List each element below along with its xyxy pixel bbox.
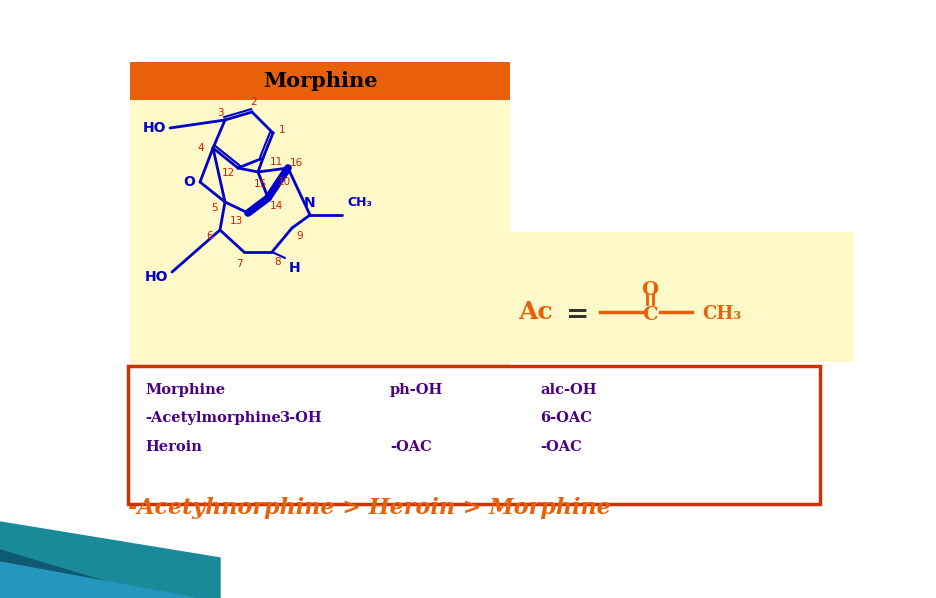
Bar [130, 62, 510, 100]
Text: Heroin: Heroin [145, 440, 202, 454]
Text: ph-OH: ph-OH [390, 383, 444, 397]
Text: 10: 10 [277, 177, 290, 187]
Bar [128, 366, 820, 504]
Text: Morphine: Morphine [263, 71, 377, 91]
Text: 11: 11 [270, 157, 283, 167]
Text: H: H [289, 261, 300, 275]
Text: 4: 4 [197, 143, 204, 153]
Text: 3: 3 [217, 108, 224, 118]
Text: 12: 12 [222, 168, 235, 178]
Text: 7: 7 [236, 259, 242, 269]
Text: 3-OH: 3-OH [280, 411, 323, 425]
Bar [492, 232, 854, 362]
Text: 13: 13 [229, 216, 242, 226]
Text: =: = [566, 301, 590, 328]
Text: 16: 16 [289, 158, 302, 168]
Text: Ac: Ac [518, 300, 552, 324]
Text: 6-OAC: 6-OAC [540, 411, 592, 425]
Text: -Acetylmorphine: -Acetylmorphine [145, 411, 281, 425]
Text: CH₃: CH₃ [347, 197, 372, 209]
Text: 1: 1 [279, 125, 285, 135]
Text: CH₃: CH₃ [702, 305, 741, 323]
Text: N: N [304, 196, 315, 210]
Bar [130, 62, 510, 367]
Text: 15: 15 [254, 179, 267, 189]
Text: HO: HO [142, 121, 166, 135]
Polygon shape [0, 550, 160, 598]
Text: -OAC: -OAC [390, 440, 431, 454]
Text: C: C [642, 306, 658, 324]
Text: Morphine: Morphine [145, 383, 226, 397]
Text: alc-OH: alc-OH [540, 383, 596, 397]
Text: 6: 6 [207, 231, 213, 241]
Text: 14: 14 [270, 201, 283, 211]
Text: -OAC: -OAC [540, 440, 582, 454]
Text: 8: 8 [274, 257, 282, 267]
Polygon shape [0, 562, 195, 598]
Text: HO: HO [144, 270, 168, 284]
Text: O: O [641, 281, 659, 299]
Polygon shape [0, 522, 220, 598]
Text: O: O [183, 175, 195, 189]
Text: -Acetyhnorphine > Heroin > Morphine: -Acetyhnorphine > Heroin > Morphine [128, 497, 611, 519]
Text: 2: 2 [251, 97, 257, 107]
Text: 9: 9 [297, 231, 303, 241]
Text: 5: 5 [212, 203, 218, 213]
